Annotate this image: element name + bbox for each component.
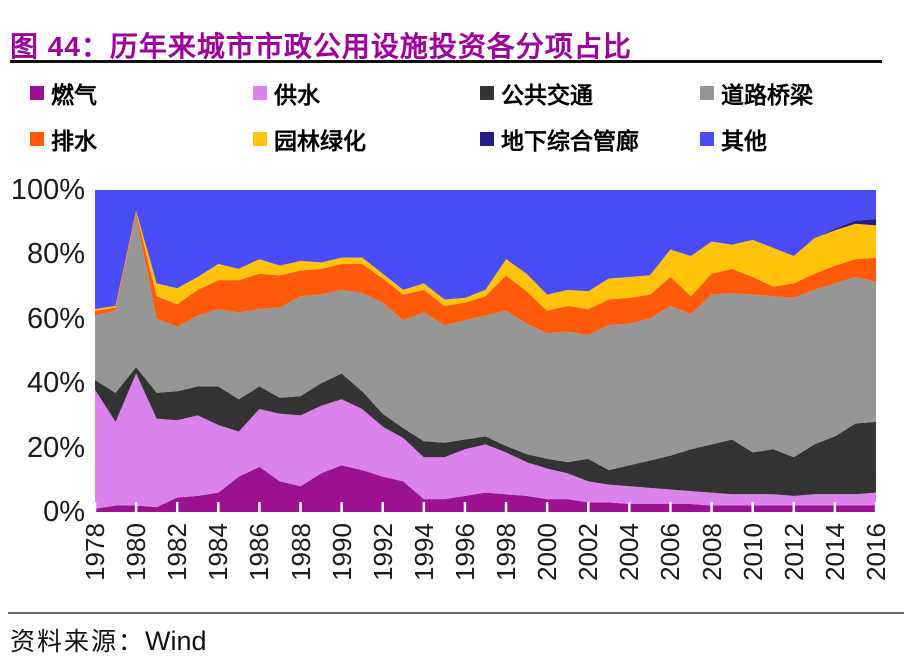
legend-swatch [253, 131, 267, 146]
legend-item-7: 其他 [700, 126, 900, 154]
x-tick-label: 2016 [861, 523, 891, 581]
legend-item-5: 园林绿化 [253, 126, 480, 154]
x-axis-tick [340, 502, 343, 512]
legend-label: 道路桥梁 [721, 81, 813, 108]
legend-label: 园林绿化 [274, 127, 366, 154]
legend-item-3: 道路桥梁 [700, 80, 900, 108]
x-axis-tick [669, 502, 672, 512]
legend-item-0: 燃气 [30, 80, 253, 108]
legend-swatch [30, 85, 44, 100]
legend-item-2: 公共交通 [480, 80, 700, 108]
source-divider [8, 612, 904, 614]
x-tick-label: 2014 [819, 523, 850, 581]
x-tick-label: 1990 [326, 523, 357, 581]
x-tick-label: 2012 [778, 523, 809, 581]
plot-area [95, 190, 876, 512]
x-tick-label: 1998 [491, 523, 522, 581]
y-tick-label: 80% [26, 238, 85, 271]
x-axis-tick [463, 502, 467, 512]
y-tick-label: 60% [26, 302, 85, 335]
x-axis-tick [833, 502, 837, 512]
x-tick-label: 1996 [449, 523, 480, 581]
x-tick-label: 1994 [408, 523, 439, 581]
x-tick-label: 2008 [696, 523, 727, 581]
legend-label: 其他 [721, 127, 767, 154]
legend-item-1: 供水 [253, 80, 480, 108]
x-tick-label: 2000 [532, 523, 563, 581]
legend-label: 排水 [51, 127, 97, 154]
x-tick-label: 1992 [367, 523, 398, 581]
y-tick-label: 40% [26, 367, 85, 400]
x-axis-tick [422, 502, 426, 512]
legend-label: 供水 [274, 81, 320, 108]
x-tick-label: 2002 [573, 523, 604, 581]
legend-swatch [480, 131, 494, 146]
x-tick-label: 1986 [244, 523, 275, 581]
figure-title: 图 44：历年来城市市政公用设施投资各分项占比 [10, 30, 632, 62]
y-tick-label: 20% [26, 431, 85, 464]
legend-swatch [700, 85, 714, 100]
legend-swatch [480, 85, 494, 100]
legend-swatch [700, 131, 714, 146]
x-tick-label: 1982 [162, 523, 193, 581]
x-axis-tick [175, 502, 179, 512]
y-tick-label: 0% [43, 496, 85, 528]
legend-swatch [253, 85, 267, 100]
x-axis-tick [710, 502, 713, 512]
source-prefix: 资料来源： [10, 629, 146, 656]
x-tick-label: 2006 [655, 523, 686, 581]
x-tick-label: 1984 [203, 523, 234, 581]
x-axis-tick [95, 502, 97, 512]
x-tick-label: 1988 [285, 523, 316, 581]
title-divider [10, 60, 882, 63]
x-axis-tick [299, 502, 302, 512]
area-series-5 [95, 210, 876, 311]
x-tick-label: 2010 [737, 523, 768, 581]
source-line: 资料来源：Wind [10, 622, 207, 658]
area-series-7 [95, 190, 876, 310]
legend-label: 公共交通 [501, 81, 593, 108]
x-axis-tick [628, 502, 631, 512]
legend-label: 燃气 [51, 81, 97, 108]
x-axis-tick [258, 502, 261, 512]
source-name: Wind [145, 626, 207, 656]
legend-label: 地下综合管廊 [501, 127, 639, 154]
legend-item-4: 排水 [30, 126, 253, 154]
x-tick-label: 1980 [121, 523, 152, 581]
x-axis-tick [751, 502, 754, 512]
chart-legend: 燃气 供水 公共交通 道路桥梁排水 园林绿化 地下综合管廊 其他 [30, 80, 900, 154]
x-axis-tick [587, 502, 590, 512]
x-axis-tick [792, 502, 796, 512]
legend-swatch [30, 131, 44, 146]
area-series-2 [95, 367, 876, 496]
x-axis-tick [134, 502, 138, 512]
legend-item-6: 地下综合管廊 [480, 126, 700, 154]
area-series-0 [95, 465, 876, 512]
stacked-area-chart: 0% 20% 40% 60% 80% 100% 1978 1980 1982 1984 1986 1… [0, 170, 912, 600]
area-series-4 [95, 212, 876, 335]
area-series-3 [95, 215, 876, 471]
x-axis-tick [545, 502, 549, 512]
x-axis-tick [874, 502, 876, 512]
x-axis-tick [504, 502, 508, 512]
area-series-1 [95, 373, 876, 509]
x-axis-tick [381, 502, 384, 512]
x-tick-label: 2004 [614, 523, 645, 581]
x-tick-label: 1978 [80, 523, 110, 581]
x-axis-tick [217, 502, 220, 512]
y-tick-label: 100% [10, 174, 85, 206]
